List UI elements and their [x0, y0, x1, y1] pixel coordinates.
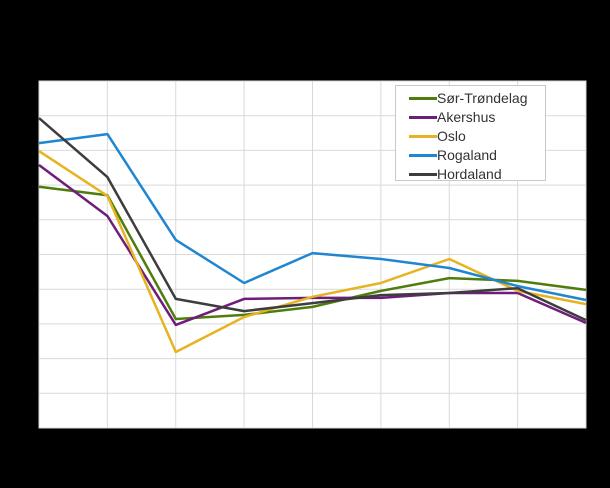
series-line-rogaland [38, 132, 587, 302]
legend-item: Hordaland [409, 165, 545, 184]
legend-label-oslo: Oslo [437, 128, 466, 144]
legend-swatch-hordaland [409, 173, 437, 176]
legend-label-hordaland: Hordaland [437, 166, 502, 182]
legend-label-sor-trondelag: Sør-Trøndelag [437, 90, 528, 106]
legend-swatch-akershus [409, 116, 437, 119]
legend-label-rogaland: Rogaland [437, 147, 497, 163]
legend-item: Rogaland [409, 146, 545, 165]
legend-item: Oslo [409, 127, 545, 146]
legend: Sør-Trøndelag Akershus Oslo Rogaland Hor… [395, 85, 546, 184]
legend-swatch-rogaland [409, 154, 437, 157]
legend-item: Sør-Trøndelag [409, 89, 545, 108]
legend-label-akershus: Akershus [437, 109, 496, 125]
legend-swatch-oslo [409, 135, 437, 138]
legend-item: Akershus [409, 108, 545, 127]
legend-swatch-sor-trondelag [409, 97, 437, 100]
series-line-hordaland [38, 117, 587, 322]
